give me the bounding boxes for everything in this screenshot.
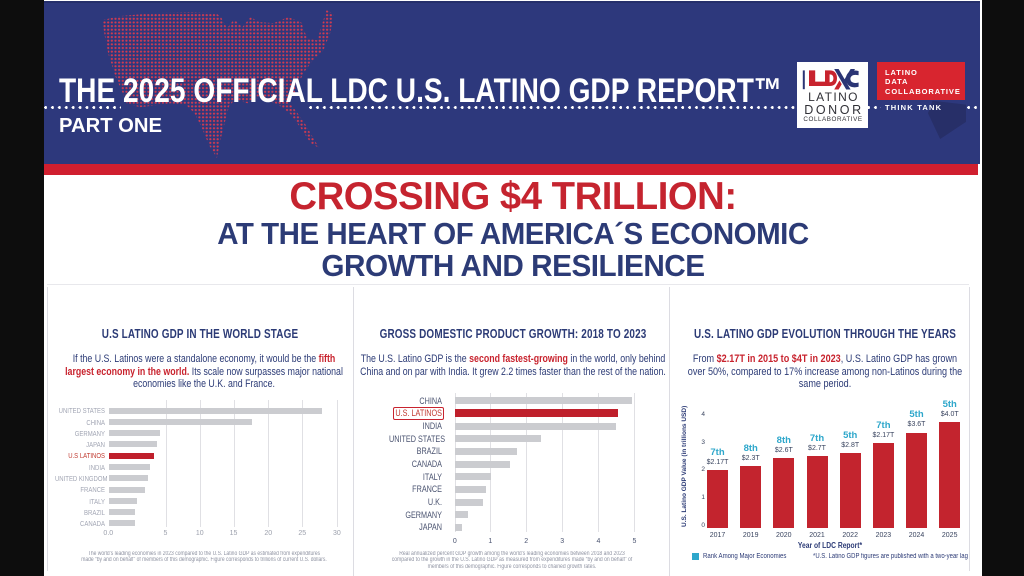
svg-text:THE 2025 OFFICIAL LDC U.S. LAT: THE 2025 OFFICIAL LDC U.S. LATINO GDP RE… <box>59 72 782 110</box>
svg-text:PART ONE: PART ONE <box>59 114 162 137</box>
